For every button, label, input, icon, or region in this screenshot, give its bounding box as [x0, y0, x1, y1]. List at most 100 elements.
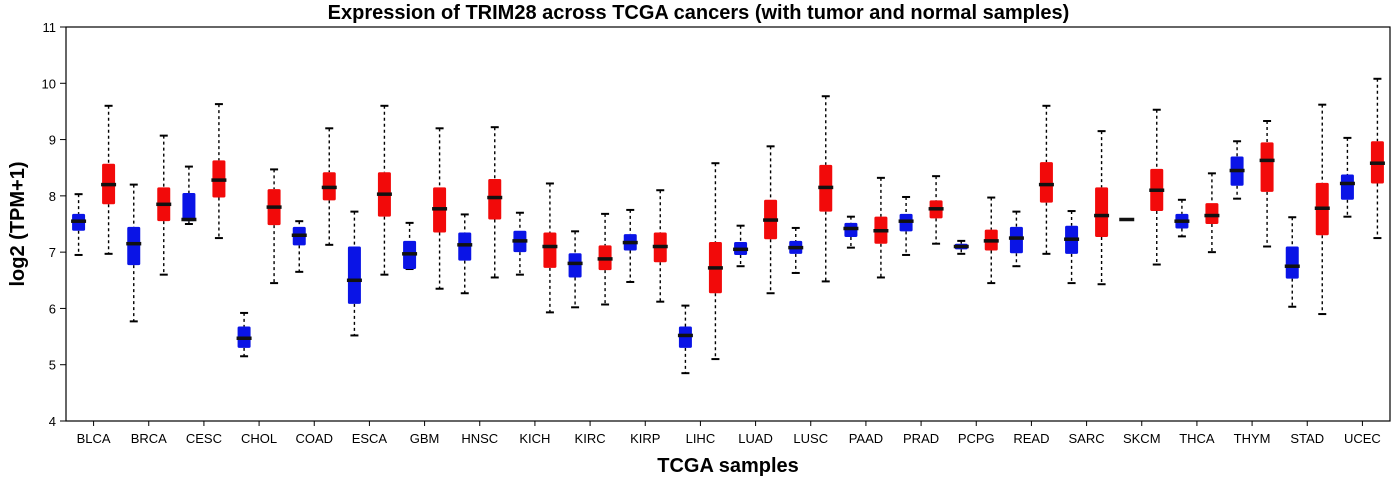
x-category-label-kirp: KIRP: [630, 431, 660, 446]
normal-box-lusc: [788, 226, 804, 274]
tumor-box-ucec: [1369, 77, 1385, 240]
normal-box-luad: [733, 224, 749, 268]
y-tick-label: 8: [49, 189, 56, 204]
y-tick-label: 5: [49, 358, 56, 373]
y-tick-label: 9: [49, 133, 56, 148]
normal-box-sarc: [1064, 210, 1080, 285]
normal-box-kirp: [622, 208, 638, 283]
tumor-box-sarc: [1094, 130, 1110, 286]
x-category-label-pcpg: PCPG: [958, 431, 995, 446]
iqr-box: [1340, 174, 1354, 200]
x-category-label-coad: COAD: [295, 431, 333, 446]
iqr-box: [543, 232, 557, 268]
tumor-box-prad: [928, 175, 944, 245]
x-category-label-paad: PAAD: [849, 431, 883, 446]
normal-box-stad: [1284, 216, 1300, 308]
x-category-label-sarc: SARC: [1069, 431, 1105, 446]
iqr-box: [1009, 226, 1023, 254]
x-category-label-blca: BLCA: [77, 431, 111, 446]
x-category-label-kich: KICH: [519, 431, 550, 446]
iqr-box: [1260, 142, 1274, 192]
normal-box-prad: [898, 195, 914, 256]
tumor-box-chol: [266, 168, 282, 285]
tumor-box-kirp: [652, 189, 668, 303]
x-category-label-lusc: LUSC: [793, 431, 828, 446]
x-category-label-chol: CHOL: [241, 431, 277, 446]
tumor-box-stad: [1314, 103, 1330, 316]
normal-box-kich: [512, 211, 528, 276]
normal-box-read: [1008, 210, 1024, 268]
normal-box-coad: [291, 220, 307, 273]
normal-box-thca: [1174, 198, 1190, 238]
x-category-label-skcm: SKCM: [1123, 431, 1161, 446]
x-category-label-luad: LUAD: [738, 431, 773, 446]
tumor-box-skcm: [1149, 108, 1165, 266]
tumor-box-thym: [1259, 119, 1275, 248]
normal-box-gbm: [402, 221, 418, 271]
tumor-box-lihc: [707, 162, 723, 361]
x-category-label-lihc: LIHC: [686, 431, 716, 446]
y-tick-label: 10: [42, 76, 56, 91]
x-category-label-stad: STAD: [1290, 431, 1324, 446]
tumor-box-hnsc: [487, 126, 503, 279]
box-series: [71, 77, 1385, 375]
iqr-box: [1285, 246, 1299, 279]
x-category-label-brca: BRCA: [131, 431, 167, 446]
tumor-box-pcpg: [983, 196, 999, 285]
tumor-box-kirc: [597, 212, 613, 306]
axes: [65, 26, 1391, 422]
x-axis-category-labels: BLCA BRCA CESC CHOL COAD ESCA GBM HNSC KICH KIRC K…: [77, 421, 1381, 446]
x-category-label-kirc: KIRC: [575, 431, 606, 446]
normal-box-ucec: [1339, 136, 1355, 218]
x-category-label-prad: PRAD: [903, 431, 939, 446]
normal-box-paad: [843, 215, 859, 249]
iqr-box: [182, 193, 196, 222]
normal-box-thym: [1229, 140, 1245, 200]
tumor-box-esca: [376, 104, 392, 276]
iqr-box: [127, 226, 141, 266]
x-axis-title: TCGA samples: [657, 455, 799, 477]
x-category-label-gbm: GBM: [410, 431, 440, 446]
tumor-box-luad: [763, 145, 779, 295]
tumor-box-gbm: [432, 127, 448, 290]
normal-box-blca: [71, 193, 87, 256]
iqr-box: [1205, 203, 1219, 224]
tumor-box-cesc: [211, 103, 227, 240]
y-tick-label: 7: [49, 245, 56, 260]
chart-title: Expression of TRIM28 across TCGA cancers…: [327, 2, 1070, 24]
normal-box-pcpg: [953, 239, 969, 255]
x-category-label-hnsc: HNSC: [461, 431, 498, 446]
x-category-label-thym: THYM: [1234, 431, 1271, 446]
x-category-label-esca: ESCA: [352, 431, 388, 446]
x-category-label-cesc: CESC: [186, 431, 222, 446]
iqr-box: [1095, 187, 1109, 237]
tumor-box-coad: [321, 127, 337, 246]
tumor-box-thca: [1204, 172, 1220, 254]
x-category-label-thca: THCA: [1179, 431, 1215, 446]
y-axis-title: log2 (TPM+1): [7, 161, 29, 286]
y-tick-label: 11: [43, 20, 57, 35]
iqr-box: [1039, 162, 1053, 203]
normal-box-hnsc: [457, 213, 473, 295]
tumor-box-kich: [542, 182, 558, 314]
normal-box-brca: [126, 183, 142, 323]
x-category-label-ucec: UCEC: [1344, 431, 1381, 446]
normal-box-lihc: [677, 304, 693, 375]
normal-box-esca: [346, 210, 362, 337]
x-category-label-read: READ: [1013, 431, 1049, 446]
normal-box-kirc: [567, 230, 583, 309]
iqr-box: [568, 253, 582, 278]
y-tick-label: 6: [49, 301, 56, 316]
tumor-box-read: [1038, 104, 1054, 255]
tumor-box-brca: [156, 134, 172, 276]
plot-frame: [65, 26, 1391, 422]
tumor-box-blca: [101, 104, 117, 255]
iqr-box: [347, 246, 361, 304]
y-axis-ticks: 4 5 6 7 8 9 10 11: [42, 20, 66, 429]
normal-box-chol: [236, 311, 252, 358]
tumor-box-lusc: [818, 95, 834, 283]
normal-box-cesc: [181, 165, 197, 225]
tumor-box-paad: [873, 176, 889, 279]
y-tick-label: 4: [49, 414, 56, 429]
